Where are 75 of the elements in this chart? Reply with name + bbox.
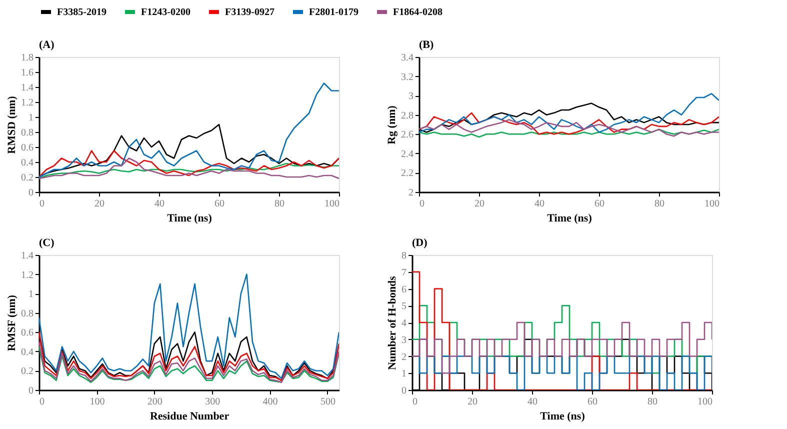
y-tick-label: 1.4	[21, 250, 34, 262]
y-tick-label: 0	[28, 386, 34, 396]
chart-title: (B)	[419, 39, 434, 51]
x-tick-label: 100	[698, 396, 712, 408]
x-tick-label: 60	[214, 198, 224, 210]
legend-label: F3385-2019	[57, 7, 106, 18]
y-axis-title: Rg (nm)	[386, 105, 398, 144]
x-axis-title: Time (ns)	[167, 212, 212, 224]
x-axis-title: Residue Number	[150, 410, 230, 422]
x-tick-label: 100	[90, 396, 105, 408]
y-tick-label: 0	[28, 188, 34, 198]
y-tick-label: 2.2	[401, 168, 414, 180]
chart-title: (C)	[39, 237, 55, 249]
y-tick-label: 2	[402, 352, 406, 363]
x-tick-label: 20	[94, 198, 104, 210]
legend-label: F3139-0927	[225, 7, 274, 18]
y-tick-label: 0.4	[21, 158, 34, 168]
y-tick-label: 0.2	[21, 366, 34, 378]
y-tick-label: 0	[402, 386, 406, 396]
y-tick-label: 0.8	[21, 128, 34, 138]
y-tick-label: 2.6	[401, 130, 414, 141]
x-tick-label: 200	[147, 396, 162, 408]
x-tick-label: 400	[262, 396, 278, 408]
x-tick-label: 40	[528, 396, 538, 408]
y-tick-label: 1.2	[21, 270, 34, 281]
chart-title: (A)	[39, 39, 55, 51]
x-tick-label: 100	[704, 198, 720, 210]
y-tick-label: 0.8	[21, 308, 34, 320]
x-tick-label: 60	[594, 198, 604, 210]
y-tick-label: 1	[28, 289, 34, 300]
x-tick-label: 80	[274, 198, 284, 210]
y-tick-label: 1	[28, 112, 34, 124]
x-axis-title: Time (ns)	[547, 212, 592, 224]
x-tick-label: 300	[205, 396, 220, 408]
y-tick-label: 3.4	[401, 52, 414, 64]
y-tick-label: 1.4	[21, 82, 34, 94]
y-tick-label: 1.2	[21, 98, 34, 108]
x-tick-label: 40	[154, 198, 164, 210]
x-tick-label: 100	[324, 198, 340, 210]
y-axis-title: RMSF (nm)	[6, 294, 18, 352]
y-tick-label: 3.2	[401, 72, 414, 83]
y-tick-label: 6	[402, 284, 406, 296]
x-tick-label: 20	[468, 396, 478, 408]
legend-label: F1864-0208	[393, 7, 442, 18]
x-tick-label: 0	[40, 198, 44, 210]
y-tick-label: 0.4	[21, 346, 34, 358]
y-tick-label: 2	[408, 188, 414, 198]
y-tick-label: 2.4	[401, 148, 414, 160]
x-tick-label: 40	[534, 198, 544, 210]
y-tick-label: 0.2	[21, 172, 34, 184]
y-tick-label: 1	[402, 368, 406, 380]
legend-label: F2801-0179	[309, 7, 358, 18]
y-tick-label: 3	[402, 334, 406, 346]
x-tick-label: 0	[420, 198, 424, 210]
y-tick-label: 1.6	[21, 68, 34, 78]
y-tick-label: 7	[402, 267, 406, 278]
x-tick-label: 0	[40, 396, 44, 408]
y-tick-label: 0.6	[21, 328, 34, 339]
x-tick-label: 60	[588, 396, 598, 408]
y-tick-label: 0.6	[21, 142, 34, 154]
x-tick-label: 500	[320, 396, 336, 408]
y-axis-title: Number of H-bonds	[386, 275, 398, 370]
chart-title: (D)	[412, 237, 428, 249]
y-tick-label: 5	[402, 301, 406, 312]
y-tick-label: 1.8	[21, 52, 34, 64]
y-tick-label: 3	[408, 91, 414, 102]
legend-label: F1243-0200	[141, 7, 190, 18]
x-tick-label: 80	[654, 198, 664, 210]
x-axis-title: Time (ns)	[540, 410, 586, 422]
y-tick-label: 4	[402, 318, 406, 329]
y-tick-label: 2.8	[401, 110, 414, 122]
y-axis-title: RMSD (nm)	[6, 96, 18, 154]
y-tick-label: 8	[402, 250, 406, 262]
x-tick-label: 80	[648, 396, 658, 408]
x-tick-label: 20	[474, 198, 484, 210]
